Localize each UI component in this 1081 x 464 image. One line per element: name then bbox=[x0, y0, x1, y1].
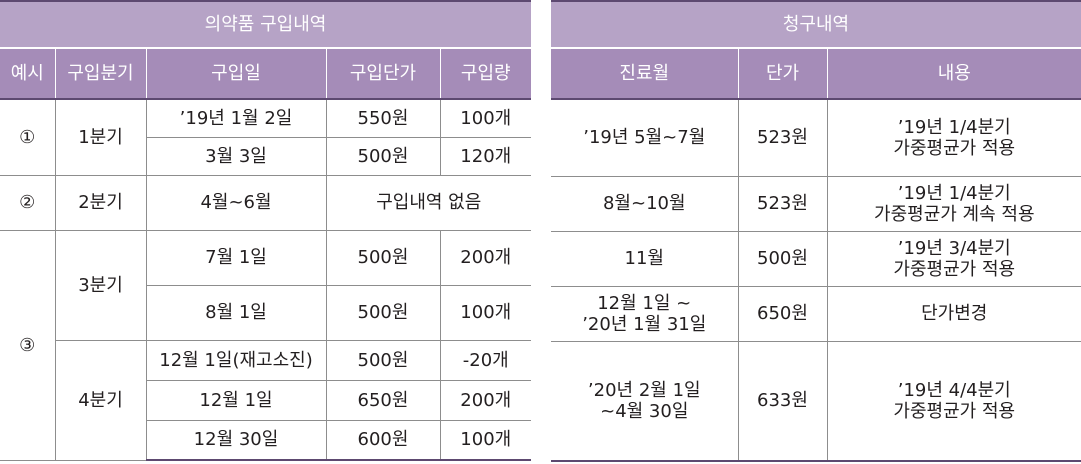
qty-cell: 100개 bbox=[440, 285, 532, 341]
qty-cell: -20개 bbox=[440, 340, 532, 381]
month-line: 12월 1일 ~ bbox=[597, 292, 692, 314]
table-row: 3월 3일 500원 120개 bbox=[0, 137, 532, 176]
purchase-table-title: 의약품 구입내역 bbox=[0, 0, 532, 49]
content-line: ’19년 1/4분기 bbox=[897, 116, 1011, 138]
date-cell: 12월 30일 bbox=[146, 420, 327, 461]
example-cell: ② bbox=[0, 175, 56, 231]
col-header-month: 진료월 bbox=[551, 48, 739, 100]
col-header-qty: 구입량 bbox=[440, 48, 532, 100]
month-line: ’20년 2월 1일 bbox=[587, 379, 701, 401]
table-row: ’20년 2월 1일 ~4월 30일 633원 ’19년 4/4분기 가중평균가… bbox=[551, 341, 1081, 462]
date-cell: 4월~6월 bbox=[146, 175, 327, 231]
col-header-price: 구입단가 bbox=[326, 48, 441, 100]
month-line: ’20년 1월 31일 bbox=[582, 313, 707, 335]
claim-table: 청구내역 진료월 단가 내용 ’19년 5월~7월 523원 ’19년 1/4분… bbox=[551, 0, 1081, 462]
qty-cell: 200개 bbox=[440, 380, 532, 421]
date-cell: ’19년 1월 2일 bbox=[146, 99, 327, 138]
price-cell: 500원 bbox=[326, 230, 441, 286]
no-purchase-cell: 구입내역 없음 bbox=[326, 175, 532, 231]
month-cell: ’19년 5월~7월 bbox=[551, 99, 739, 177]
col-header-example: 예시 bbox=[0, 48, 56, 100]
quarter-cell: 3분기 bbox=[55, 230, 147, 341]
content-cell: ’19년 3/4분기 가중평균가 적용 bbox=[827, 231, 1081, 287]
purchase-table: 의약품 구입내역 예시 구입분기 구입일 구입단가 구입량 ① 1분기 ’19년… bbox=[0, 0, 532, 461]
unit-price-cell: 500원 bbox=[738, 231, 828, 287]
date-cell: 8월 1일 bbox=[146, 285, 327, 341]
example-cell: ③ bbox=[0, 230, 56, 461]
content-line: ’19년 1/4분기 bbox=[897, 182, 1011, 204]
date-cell: 12월 1일(재고소진) bbox=[146, 340, 327, 381]
content-cell: 단가변경 bbox=[827, 286, 1081, 342]
month-cell: 8월~10월 bbox=[551, 176, 739, 232]
content-line: 가중평균가 계속 적용 bbox=[874, 203, 1035, 225]
quarter-cell: 1분기 bbox=[55, 99, 147, 176]
unit-price-cell: 633원 bbox=[738, 341, 828, 462]
qty-cell: 100개 bbox=[440, 420, 532, 461]
content-line: ’19년 3/4분기 bbox=[897, 237, 1011, 259]
table-row: ③ 3분기 7월 1일 500원 200개 bbox=[0, 230, 532, 461]
table-row: ’19년 5월~7월 523원 ’19년 1/4분기 가중평균가 적용 bbox=[551, 99, 1081, 177]
table-row: 11월 500원 ’19년 3/4분기 가중평균가 적용 bbox=[551, 231, 1081, 287]
price-cell: 500원 bbox=[326, 285, 441, 341]
col-header-quarter: 구입분기 bbox=[55, 48, 147, 100]
month-line: ~4월 30일 bbox=[600, 400, 689, 422]
month-cell: 11월 bbox=[551, 231, 739, 287]
content-line: 가중평균가 적용 bbox=[893, 258, 1016, 280]
table-row: 4분기 12월 1일(재고소진) 500원 -20개 bbox=[0, 340, 532, 461]
qty-cell: 200개 bbox=[440, 230, 532, 286]
col-header-content: 내용 bbox=[827, 48, 1081, 100]
table-row: 8월 1일 500원 100개 bbox=[0, 285, 532, 341]
col-header-unit-price: 단가 bbox=[738, 48, 828, 100]
example-cell: ① bbox=[0, 99, 56, 176]
date-cell: 3월 3일 bbox=[146, 137, 327, 176]
content-cell: ’19년 1/4분기 가중평균가 적용 bbox=[827, 99, 1081, 177]
table-row: ① 1분기 ’19년 1월 2일 550원 100개 bbox=[0, 99, 532, 176]
qty-cell: 100개 bbox=[440, 99, 532, 138]
month-cell: ’20년 2월 1일 ~4월 30일 bbox=[551, 341, 739, 462]
unit-price-cell: 523원 bbox=[738, 176, 828, 232]
content-cell: ’19년 1/4분기 가중평균가 계속 적용 bbox=[827, 176, 1081, 232]
content-line: 단가변경 bbox=[921, 303, 988, 324]
date-cell: 7월 1일 bbox=[146, 230, 327, 286]
qty-cell: 120개 bbox=[440, 137, 532, 176]
content-line: 가중평균가 적용 bbox=[893, 137, 1016, 159]
unit-price-cell: 523원 bbox=[738, 99, 828, 177]
month-cell: 12월 1일 ~ ’20년 1월 31일 bbox=[551, 286, 739, 342]
col-header-date: 구입일 bbox=[146, 48, 327, 100]
unit-price-cell: 650원 bbox=[738, 286, 828, 342]
price-cell: 650원 bbox=[326, 380, 441, 421]
claim-table-title: 청구내역 bbox=[551, 0, 1081, 49]
price-cell: 600원 bbox=[326, 420, 441, 461]
table-row: 12월 30일 600원 100개 bbox=[0, 420, 532, 461]
price-cell: 500원 bbox=[326, 340, 441, 381]
table-row: 8월~10월 523원 ’19년 1/4분기 가중평균가 계속 적용 bbox=[551, 176, 1081, 232]
quarter-cell: 4분기 bbox=[55, 340, 147, 461]
content-line: 가중평균가 적용 bbox=[893, 400, 1016, 422]
table-row: 12월 1일 650원 200개 bbox=[0, 380, 532, 421]
price-cell: 500원 bbox=[326, 137, 441, 176]
table-row: ② 2분기 4월~6월 구입내역 없음 bbox=[0, 175, 532, 231]
table-row: 12월 1일 ~ ’20년 1월 31일 650원 단가변경 bbox=[551, 286, 1081, 342]
content-cell: ’19년 4/4분기 가중평균가 적용 bbox=[827, 341, 1081, 462]
date-cell: 12월 1일 bbox=[146, 380, 327, 421]
content-line: ’19년 4/4분기 bbox=[897, 379, 1011, 401]
price-cell: 550원 bbox=[326, 99, 441, 138]
quarter-cell: 2분기 bbox=[55, 175, 147, 231]
